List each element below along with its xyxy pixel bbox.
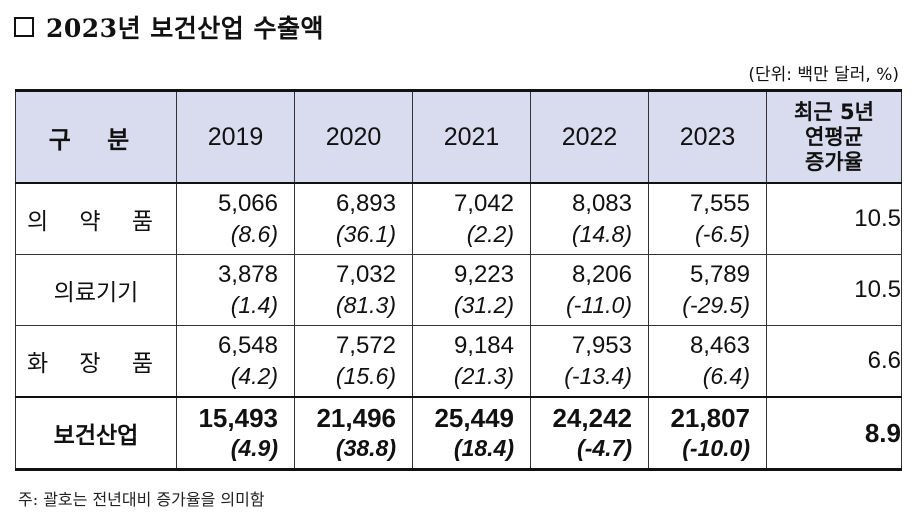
value-cell: 6,548 (4.2) <box>176 325 295 398</box>
growth-pct: (21.3) <box>453 363 514 389</box>
value-cell: 21,496 (38.8) <box>294 396 413 470</box>
growth-rate: 6.6 <box>766 325 902 398</box>
value-cell: 9,223 (31.2) <box>412 254 531 326</box>
value-cell: 21,807 (-10.0) <box>648 396 767 470</box>
header-year: 2022 <box>530 90 649 184</box>
export-value: 8,463 <box>689 332 750 359</box>
row-label: 화 장 품 <box>15 325 177 398</box>
value-cell: 7,032 (81.3) <box>294 254 413 326</box>
growth-rate: 10.5 <box>766 254 902 326</box>
growth-pct: (4.9) <box>230 435 278 461</box>
export-value: 7,032 <box>335 261 396 288</box>
table-row: 의료기기 3,878 (1.4) 7,032 (81.3) 9,223 (31.2) … <box>15 254 902 326</box>
value-cell: 9,184 (21.3) <box>412 325 531 398</box>
value-cell: 7,572 (15.6) <box>294 325 413 398</box>
header-growth-line: 최근 5년 <box>794 99 874 124</box>
growth-pct: (-29.5) <box>682 292 750 318</box>
export-value: 21,496 <box>316 403 396 433</box>
growth-pct: (-13.4) <box>564 363 632 389</box>
table-row: 의 약 품 5,066 (8.6) 6,893 (36.1) 7,042 (2.2) … <box>15 182 902 255</box>
checkbox-icon <box>14 17 34 37</box>
footnote: 주: 괄호는 전년대비 증가율을 의미함 <box>18 490 265 509</box>
growth-pct: (-4.7) <box>577 435 632 461</box>
growth-pct: (4.2) <box>230 363 278 389</box>
export-value: 9,184 <box>453 332 514 359</box>
growth-pct: (15.6) <box>335 363 396 389</box>
value-cell: 24,242 (-4.7) <box>530 396 649 470</box>
value-cell: 8,206 (-11.0) <box>530 254 649 326</box>
export-value: 8,083 <box>571 190 632 217</box>
growth-pct: (6.4) <box>702 363 750 389</box>
value-cell: 8,463 (6.4) <box>648 325 767 398</box>
header-category: 구 분 <box>15 90 177 184</box>
value-cell: 5,066 (8.6) <box>176 182 295 255</box>
growth-pct: (81.3) <box>335 292 396 318</box>
export-value: 7,953 <box>571 332 632 359</box>
value-cell: 7,042 (2.2) <box>412 182 531 255</box>
export-value: 3,878 <box>217 261 278 288</box>
growth-pct: (36.1) <box>335 221 396 247</box>
export-value: 25,449 <box>434 403 514 433</box>
table-row: 화 장 품 6,548 (4.2) 7,572 (15.6) 9,184 (21.3)… <box>15 325 902 398</box>
growth-pct: (1.4) <box>230 292 278 318</box>
row-label: 의료기기 <box>15 254 177 326</box>
value-cell: 8,083 (14.8) <box>530 182 649 255</box>
growth-pct: (18.4) <box>453 435 514 461</box>
header-year: 2019 <box>176 90 295 184</box>
document-title: 2023년 보건산업 수출액 <box>14 10 324 44</box>
header-year: 2023 <box>648 90 767 184</box>
export-value: 6,548 <box>217 332 278 359</box>
value-cell: 7,555 (-6.5) <box>648 182 767 255</box>
export-value: 7,042 <box>453 190 514 217</box>
growth-pct: (2.2) <box>466 221 514 247</box>
export-value: 7,555 <box>689 190 750 217</box>
header-growth-line: 연평균 <box>805 124 863 149</box>
export-value: 5,066 <box>217 190 278 217</box>
growth-pct: (14.8) <box>571 221 632 247</box>
total-row: 보건산업 15,493 (4.9) 21,496 (38.8) 25,449 (18.… <box>15 396 902 470</box>
growth-pct: (-11.0) <box>565 292 632 318</box>
value-cell: 7,953 (-13.4) <box>530 325 649 398</box>
value-cell: 3,878 (1.4) <box>176 254 295 326</box>
row-label: 의 약 품 <box>15 182 177 255</box>
value-cell: 5,789 (-29.5) <box>648 254 767 326</box>
header-year: 2021 <box>412 90 531 184</box>
export-value: 9,223 <box>453 261 514 288</box>
export-table: 구 분 2019 2020 2021 2022 2023 최근 5년 연평균 증… <box>15 89 902 471</box>
header-year: 2020 <box>294 90 413 184</box>
header-row: 구 분 2019 2020 2021 2022 2023 최근 5년 연평균 증… <box>15 90 902 184</box>
export-value: 5,789 <box>689 261 750 288</box>
value-cell: 25,449 (18.4) <box>412 396 531 470</box>
header-growth: 최근 5년 연평균 증가율 <box>766 90 902 184</box>
growth-pct: (-10.0) <box>682 435 750 461</box>
unit-label: (단위: 백만 달러, %) <box>748 65 899 85</box>
row-label: 보건산업 <box>15 396 177 470</box>
growth-rate: 10.5 <box>766 182 902 255</box>
growth-pct: (38.8) <box>335 435 396 461</box>
value-cell: 6,893 (36.1) <box>294 182 413 255</box>
value-cell: 15,493 (4.9) <box>176 396 295 470</box>
growth-pct: (31.2) <box>453 292 514 318</box>
growth-pct: (-6.5) <box>695 221 750 247</box>
growth-pct: (8.6) <box>230 221 278 247</box>
export-value: 21,807 <box>670 403 750 433</box>
export-value: 24,242 <box>552 403 632 433</box>
title-text: 2023년 보건산업 수출액 <box>46 14 324 43</box>
header-growth-line: 증가율 <box>805 149 863 174</box>
export-value: 15,493 <box>198 403 278 433</box>
growth-rate: 8.9 <box>766 396 902 470</box>
export-value: 6,893 <box>335 190 396 217</box>
export-value: 8,206 <box>571 261 632 288</box>
export-value: 7,572 <box>335 332 396 359</box>
